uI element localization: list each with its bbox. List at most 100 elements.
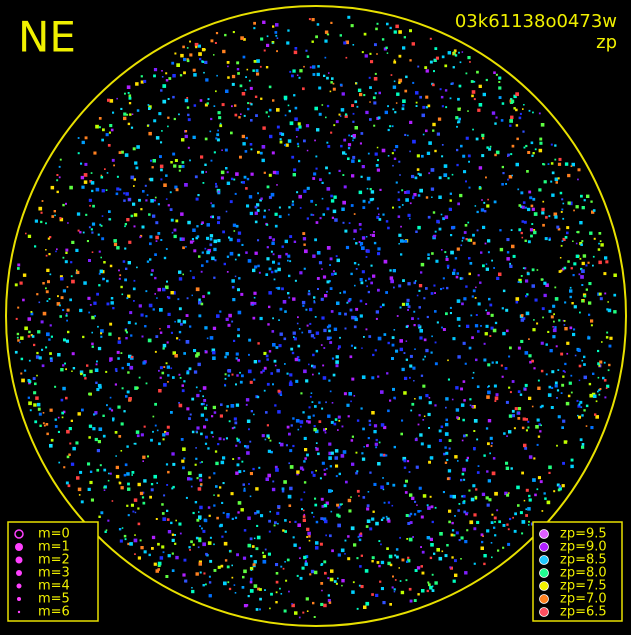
star [421, 589, 425, 593]
star [287, 259, 289, 262]
star [446, 477, 450, 481]
star [368, 277, 371, 281]
star [481, 133, 485, 137]
star [91, 231, 94, 234]
star [104, 530, 107, 533]
star [100, 174, 103, 177]
star [175, 555, 179, 560]
star [401, 367, 405, 372]
star [20, 372, 23, 375]
star [161, 512, 165, 515]
star [550, 180, 553, 183]
star [522, 108, 524, 110]
star [487, 386, 489, 388]
star [291, 203, 295, 206]
star [504, 367, 508, 370]
star [585, 288, 588, 291]
star [163, 366, 166, 368]
star [380, 560, 385, 565]
star [490, 445, 493, 447]
star [547, 393, 552, 397]
star [108, 332, 112, 336]
star [49, 236, 52, 239]
star [494, 521, 496, 523]
star [192, 276, 195, 279]
star [313, 616, 316, 618]
star [533, 212, 538, 216]
star [130, 503, 134, 507]
star [303, 65, 305, 68]
star [505, 466, 510, 470]
star [161, 545, 165, 549]
star [372, 510, 375, 513]
star [452, 579, 456, 583]
star [192, 511, 195, 515]
star [606, 384, 610, 388]
star [277, 522, 279, 525]
star [449, 312, 452, 315]
star [277, 262, 281, 265]
star [99, 464, 102, 467]
star [304, 562, 308, 566]
star [444, 446, 447, 449]
star [451, 82, 454, 85]
star [560, 211, 563, 213]
star [392, 108, 395, 111]
star [382, 213, 385, 216]
star [399, 580, 402, 582]
star [508, 386, 511, 389]
star [345, 245, 350, 250]
star [232, 223, 237, 227]
star [462, 494, 466, 498]
star [405, 514, 409, 517]
star [330, 569, 334, 573]
star [457, 355, 461, 359]
star [425, 95, 429, 99]
star [362, 236, 366, 240]
star [588, 382, 592, 386]
star [77, 152, 80, 155]
star [562, 419, 566, 423]
star [253, 296, 256, 299]
star [99, 269, 103, 273]
star [127, 542, 130, 546]
star [175, 519, 177, 522]
star [353, 238, 355, 240]
star [254, 211, 258, 215]
star [127, 371, 130, 374]
star [288, 504, 292, 507]
star [369, 118, 372, 121]
star [297, 122, 301, 126]
star [280, 593, 283, 595]
star [241, 92, 246, 96]
star [126, 445, 129, 448]
star [86, 240, 89, 243]
star [429, 556, 433, 560]
star [449, 566, 453, 570]
star [284, 239, 288, 244]
star [262, 551, 264, 554]
star [375, 593, 379, 597]
star [375, 446, 378, 449]
star [598, 393, 601, 396]
star [84, 136, 88, 140]
star [194, 42, 199, 47]
star [189, 477, 193, 481]
star [375, 164, 379, 167]
star [417, 225, 421, 230]
star [502, 289, 506, 293]
star [15, 317, 18, 320]
star [548, 309, 552, 313]
star [163, 383, 167, 387]
star [214, 259, 217, 262]
star [291, 155, 295, 159]
star [186, 407, 190, 411]
star [315, 447, 319, 451]
star [374, 349, 377, 352]
star [93, 301, 97, 305]
star [89, 204, 91, 207]
star [463, 297, 467, 301]
star [576, 399, 579, 402]
star [204, 406, 207, 410]
star [323, 468, 326, 471]
